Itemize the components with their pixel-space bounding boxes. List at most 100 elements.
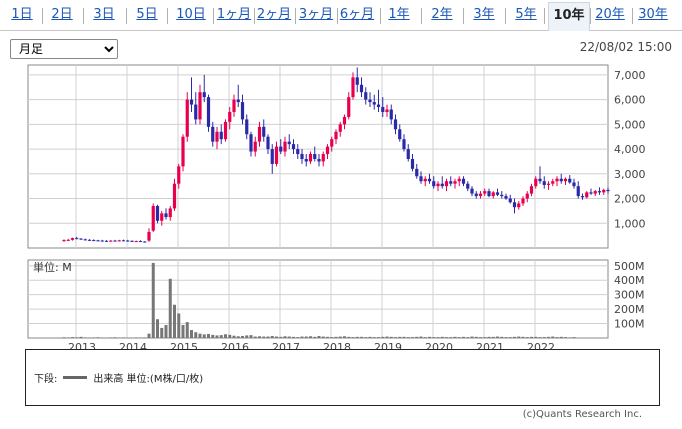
volume-bar — [547, 336, 550, 338]
x-tick-label: 2021 — [476, 341, 504, 349]
volume-bar — [262, 336, 266, 338]
volume-bar — [508, 337, 512, 338]
volume-bar — [406, 337, 410, 338]
candle-body — [351, 77, 355, 98]
volume-bar — [351, 337, 355, 338]
price-tick-label: 5,000 — [614, 118, 646, 131]
candle-body — [347, 97, 351, 117]
volume-bar — [300, 336, 304, 338]
candle-body — [291, 144, 296, 150]
tab-item[interactable]: 5日 — [136, 7, 158, 22]
candle-body — [470, 188, 474, 194]
tab-item[interactable]: 2ヶ月 — [256, 7, 292, 22]
candle-body — [262, 126, 266, 137]
x-tick-label: 2013 — [68, 341, 96, 349]
volume-bar — [232, 335, 236, 338]
tab-separator — [420, 8, 422, 24]
tab-item[interactable]: 2日 — [51, 7, 73, 22]
tab-separator — [212, 8, 214, 24]
volume-bar — [555, 337, 559, 338]
volume-bar — [470, 336, 474, 338]
volume-bar — [313, 336, 317, 338]
volume-panel-frame — [27, 259, 609, 339]
candle-body — [155, 205, 160, 221]
tab-item[interactable]: 10年 — [548, 2, 590, 31]
price-panel-frame — [27, 64, 609, 249]
volume-bar — [372, 337, 376, 338]
candle-body — [576, 186, 580, 197]
candle-body — [160, 213, 164, 221]
tab-separator — [167, 8, 168, 24]
volume-bar — [151, 262, 155, 338]
candle-body — [555, 178, 559, 182]
volume-bar — [360, 336, 363, 338]
volume-bar — [496, 336, 499, 338]
candle-body — [117, 240, 121, 242]
volume-bar — [66, 337, 70, 338]
volume-bar — [309, 336, 312, 338]
volume-bar — [270, 335, 274, 338]
volume-bar — [453, 336, 457, 338]
volume-bar — [228, 334, 232, 338]
tab-item[interactable]: 10日 — [176, 7, 206, 22]
volume-bar — [71, 337, 74, 338]
volume-bar — [198, 333, 202, 338]
candle-body — [75, 238, 79, 240]
candle-body — [66, 239, 70, 241]
candle-body — [342, 116, 347, 125]
volume-bar — [194, 332, 198, 338]
candle-body — [228, 111, 232, 122]
volume-bar — [75, 337, 79, 338]
candle-body — [270, 149, 274, 164]
tab-item[interactable]: 3年 — [473, 7, 495, 22]
candle-body — [389, 109, 393, 120]
tab-item[interactable]: 2年 — [431, 7, 453, 22]
volume-bar — [368, 336, 372, 338]
tab-item[interactable]: 3日 — [93, 7, 115, 22]
volume-bar — [347, 336, 351, 338]
tab-item[interactable]: 1ヶ月 — [216, 7, 252, 22]
candle-body — [525, 193, 529, 199]
candle-body — [296, 149, 300, 155]
candle-body — [355, 77, 359, 85]
volume-bar — [474, 336, 478, 338]
candle-period-select[interactable]: 月足 — [10, 39, 118, 59]
candle-body — [538, 178, 542, 182]
tab-item[interactable]: 1日 — [11, 7, 33, 22]
candle-body — [177, 166, 181, 184]
candle-body — [415, 168, 419, 177]
candle-body — [185, 99, 189, 137]
volume-bar — [215, 335, 219, 338]
volume-bar — [479, 337, 482, 338]
candle-body — [202, 92, 206, 98]
volume-bar — [224, 334, 227, 338]
tab-separator — [125, 8, 127, 24]
candle-body — [92, 240, 96, 242]
candle-body — [304, 158, 308, 162]
tab-item[interactable]: 30年 — [638, 7, 668, 22]
candle-body — [410, 158, 415, 169]
volume-bar — [381, 336, 385, 338]
candle-body — [512, 202, 517, 208]
candle-body — [478, 193, 483, 197]
volume-bar — [130, 337, 134, 339]
tab-item[interactable]: 20年 — [595, 7, 625, 22]
tab-item[interactable]: 6ヶ月 — [339, 7, 375, 22]
volume-bar — [436, 337, 440, 338]
volume-bar — [517, 336, 521, 338]
tab-item[interactable]: 3ヶ月 — [298, 7, 334, 22]
tab-item[interactable]: 1年 — [388, 7, 410, 22]
volume-bar — [249, 335, 253, 338]
volume-bar — [428, 336, 431, 338]
candle-body — [134, 241, 138, 243]
volume-bar — [117, 337, 121, 339]
volume-bar — [423, 337, 427, 338]
candle-body — [257, 126, 262, 142]
tab-item[interactable]: 5年 — [515, 7, 537, 22]
candle-body — [189, 99, 194, 105]
candle-body — [300, 154, 304, 159]
volume-bar — [211, 334, 215, 338]
candle-body — [194, 104, 198, 120]
volume-bar — [245, 335, 249, 338]
price-tick-label: 7,000 — [614, 69, 646, 82]
